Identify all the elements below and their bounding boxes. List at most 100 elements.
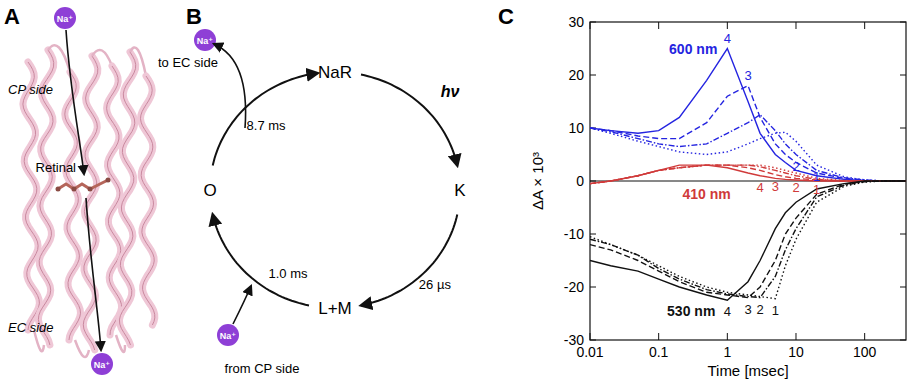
retinal-atom bbox=[106, 178, 111, 183]
trace bbox=[590, 165, 906, 184]
y-tick bbox=[590, 234, 596, 235]
sodium-ion: Na⁺ bbox=[91, 353, 113, 375]
panel-letter: B bbox=[186, 4, 202, 29]
trace-label: 2 bbox=[756, 302, 763, 317]
helix bbox=[65, 72, 81, 340]
state-label: L+M bbox=[318, 299, 352, 318]
trace bbox=[590, 165, 906, 184]
panel-letter: A bbox=[4, 4, 20, 29]
sodium-ion: Na⁺ bbox=[194, 29, 216, 51]
helix-edge bbox=[23, 62, 40, 330]
helix bbox=[119, 52, 135, 345]
y-tick-label: 20 bbox=[568, 67, 584, 83]
panel-c: C-30-20-1001020300.010.1110100Time [msec… bbox=[498, 4, 906, 379]
trace bbox=[590, 181, 906, 298]
trace-label: 3 bbox=[772, 179, 779, 194]
trace bbox=[590, 115, 906, 181]
y-tick bbox=[590, 75, 596, 76]
y-tick-label: -20 bbox=[564, 279, 584, 295]
sodium-ion: Na⁺ bbox=[217, 324, 239, 346]
trace-label: 4 bbox=[756, 180, 763, 195]
side-label: EC side bbox=[8, 320, 54, 335]
panel-letter: C bbox=[498, 4, 514, 29]
transition-label: hν bbox=[441, 83, 460, 100]
trace bbox=[590, 165, 906, 184]
helix-edge bbox=[107, 66, 122, 335]
state-label: O bbox=[203, 181, 216, 200]
x-tick bbox=[727, 22, 728, 29]
retinal-atom bbox=[72, 187, 77, 192]
ion-circle bbox=[54, 7, 76, 29]
y-tick bbox=[900, 75, 906, 76]
x-tick bbox=[795, 333, 796, 340]
y-axis-title: ΔA × 10³ bbox=[529, 152, 546, 210]
retinal-atom bbox=[88, 187, 93, 192]
transition-label: 8.7 ms bbox=[247, 118, 287, 133]
uptake-label: from CP side bbox=[225, 361, 300, 376]
transition-label: 26 µs bbox=[419, 277, 452, 292]
line-labels: 1234600 nm1234410 nm1234530 nm bbox=[667, 31, 820, 320]
plot-frame bbox=[590, 22, 906, 340]
x-axis-title: Time [msec] bbox=[707, 362, 788, 379]
side-label: CP side bbox=[8, 82, 53, 97]
wavelength-label: 530 nm bbox=[667, 303, 715, 319]
x-tick-label: 0.1 bbox=[649, 344, 669, 360]
x-tick bbox=[727, 333, 728, 340]
helix-edge bbox=[83, 56, 98, 350]
loop bbox=[75, 340, 89, 357]
y-tick-label: 30 bbox=[568, 14, 584, 30]
release-arrow bbox=[214, 44, 246, 128]
retinal-atom bbox=[56, 187, 61, 192]
helix bbox=[141, 76, 155, 325]
trace-label: 4 bbox=[724, 31, 731, 46]
ion-label: Na⁺ bbox=[197, 36, 214, 46]
helix bbox=[83, 56, 98, 350]
x-tick bbox=[658, 22, 659, 29]
helix-edge bbox=[141, 76, 155, 325]
ion-label: Na⁺ bbox=[220, 331, 237, 341]
y-tick bbox=[900, 287, 906, 288]
panel-b: BNaRKL+MOhν26 µs1.0 ms8.7 msNa⁺to EC sid… bbox=[158, 4, 466, 376]
retinal-molecule bbox=[58, 180, 108, 189]
uptake-arrow bbox=[233, 286, 251, 324]
x-tick bbox=[864, 333, 865, 340]
helix-edge bbox=[119, 52, 135, 345]
loop bbox=[92, 50, 112, 66]
trace-label: 1 bbox=[813, 182, 820, 197]
helix bbox=[23, 62, 40, 330]
x-tick-label: 10 bbox=[788, 344, 804, 360]
cycle-arrow bbox=[213, 73, 318, 165]
x-tick-label: 1 bbox=[723, 344, 731, 360]
ion-path bbox=[66, 30, 84, 174]
y-tick-label: -10 bbox=[564, 226, 584, 242]
trace-label: 2 bbox=[792, 159, 799, 174]
trace-label: 1 bbox=[772, 303, 779, 318]
helix bbox=[107, 66, 122, 335]
cycle-arrow bbox=[361, 215, 457, 306]
trace bbox=[590, 181, 906, 300]
helix-edge bbox=[65, 72, 81, 340]
loop bbox=[130, 47, 146, 76]
y-tick bbox=[590, 287, 596, 288]
ion-label: Na⁺ bbox=[57, 14, 74, 24]
loop bbox=[48, 45, 70, 72]
ion-path bbox=[86, 198, 101, 350]
release-label: to EC side bbox=[158, 55, 218, 70]
ion-circle bbox=[217, 324, 239, 346]
trace bbox=[590, 181, 906, 298]
ion-circle bbox=[194, 29, 216, 51]
y-tick bbox=[900, 234, 906, 235]
state-label: K bbox=[454, 181, 466, 200]
x-tick bbox=[658, 333, 659, 340]
lines bbox=[590, 49, 906, 301]
trace-label: 3 bbox=[744, 302, 751, 317]
ion-circle bbox=[91, 353, 113, 375]
wavelength-label: 600 nm bbox=[669, 41, 717, 57]
x-tick bbox=[864, 22, 865, 29]
trace bbox=[590, 165, 906, 184]
panel-a: ANa⁺Na⁺CP sideEC sideRetinal bbox=[4, 4, 155, 375]
trace-label: 2 bbox=[792, 180, 799, 195]
ion-label: Na⁺ bbox=[94, 360, 111, 370]
sodium-ion: Na⁺ bbox=[54, 7, 76, 29]
y-tick-label: 10 bbox=[568, 120, 584, 136]
